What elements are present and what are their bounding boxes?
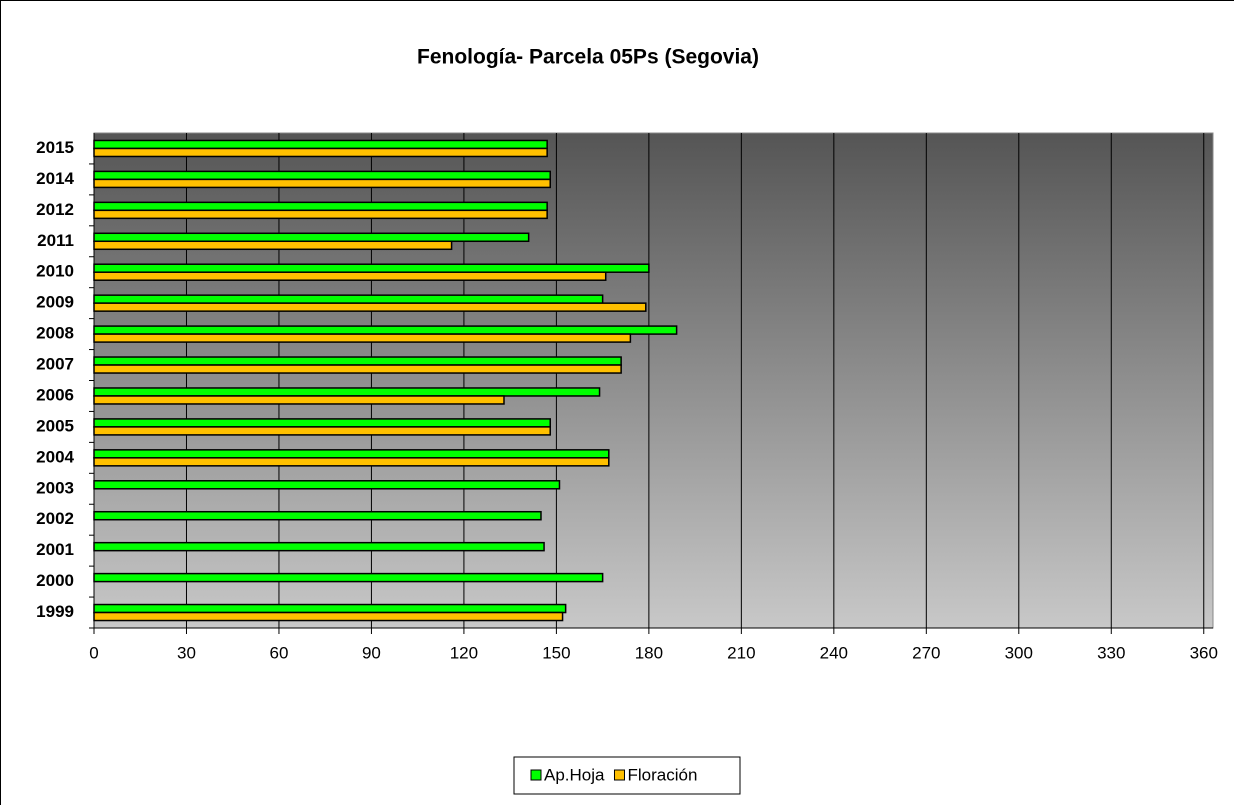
bar — [94, 171, 550, 179]
bar — [94, 140, 547, 148]
x-tick-label: 210 — [727, 643, 755, 662]
bar — [94, 481, 559, 489]
bar — [94, 388, 600, 396]
y-tick-label: 2015 — [36, 138, 74, 157]
x-tick-label: 30 — [177, 643, 196, 662]
x-tick-label: 180 — [635, 643, 663, 662]
y-tick-label: 2014 — [36, 169, 74, 188]
bar — [94, 357, 621, 365]
y-tick-label: 2000 — [36, 571, 74, 590]
bar — [94, 450, 609, 458]
bar — [94, 210, 547, 218]
x-tick-label: 360 — [1190, 643, 1218, 662]
bar — [94, 574, 603, 582]
x-tick-label: 0 — [89, 643, 98, 662]
legend-label: Floración — [627, 765, 697, 784]
x-tick-label: 60 — [269, 643, 288, 662]
bar — [94, 264, 649, 272]
legend-label: Ap.Hoja — [544, 765, 605, 784]
bar — [94, 295, 603, 303]
y-tick-label: 2008 — [36, 324, 74, 343]
bar — [94, 202, 547, 210]
y-tick-label: 2009 — [36, 293, 74, 312]
bar — [94, 458, 609, 466]
bar — [94, 241, 452, 249]
x-tick-label: 150 — [542, 643, 570, 662]
y-tick-label: 2003 — [36, 478, 74, 497]
legend-swatch — [614, 770, 624, 780]
bar — [94, 272, 606, 280]
bar — [94, 396, 504, 404]
x-tick-label: 330 — [1097, 643, 1125, 662]
bar — [94, 613, 563, 621]
bar — [94, 543, 544, 551]
x-tick-label: 300 — [1005, 643, 1033, 662]
bar — [94, 512, 541, 520]
bar — [94, 303, 646, 311]
bar — [94, 365, 621, 373]
y-tick-label: 2005 — [36, 416, 74, 435]
y-tick-label: 2010 — [36, 262, 74, 281]
x-tick-label: 270 — [912, 643, 940, 662]
bar — [94, 326, 677, 334]
y-tick-label: 1999 — [36, 602, 74, 621]
y-tick-label: 2011 — [37, 231, 74, 250]
bar — [94, 419, 550, 427]
legend-swatch — [531, 770, 541, 780]
bar — [94, 233, 529, 241]
x-tick-label: 240 — [820, 643, 848, 662]
y-tick-label: 2001 — [36, 540, 74, 559]
bar — [94, 334, 630, 342]
chart-title: Fenología- Parcela 05Ps (Segovia) — [417, 46, 759, 69]
bar — [94, 605, 566, 613]
bar — [94, 427, 550, 435]
y-tick-label: 2002 — [36, 509, 74, 528]
y-tick-label: 2007 — [36, 355, 74, 374]
bar — [94, 148, 547, 156]
x-tick-label: 120 — [450, 643, 478, 662]
x-tick-label: 90 — [362, 643, 381, 662]
bar — [94, 179, 550, 187]
y-tick-label: 2006 — [36, 385, 74, 404]
y-tick-label: 2012 — [36, 200, 74, 219]
y-tick-label: 2004 — [36, 447, 74, 466]
